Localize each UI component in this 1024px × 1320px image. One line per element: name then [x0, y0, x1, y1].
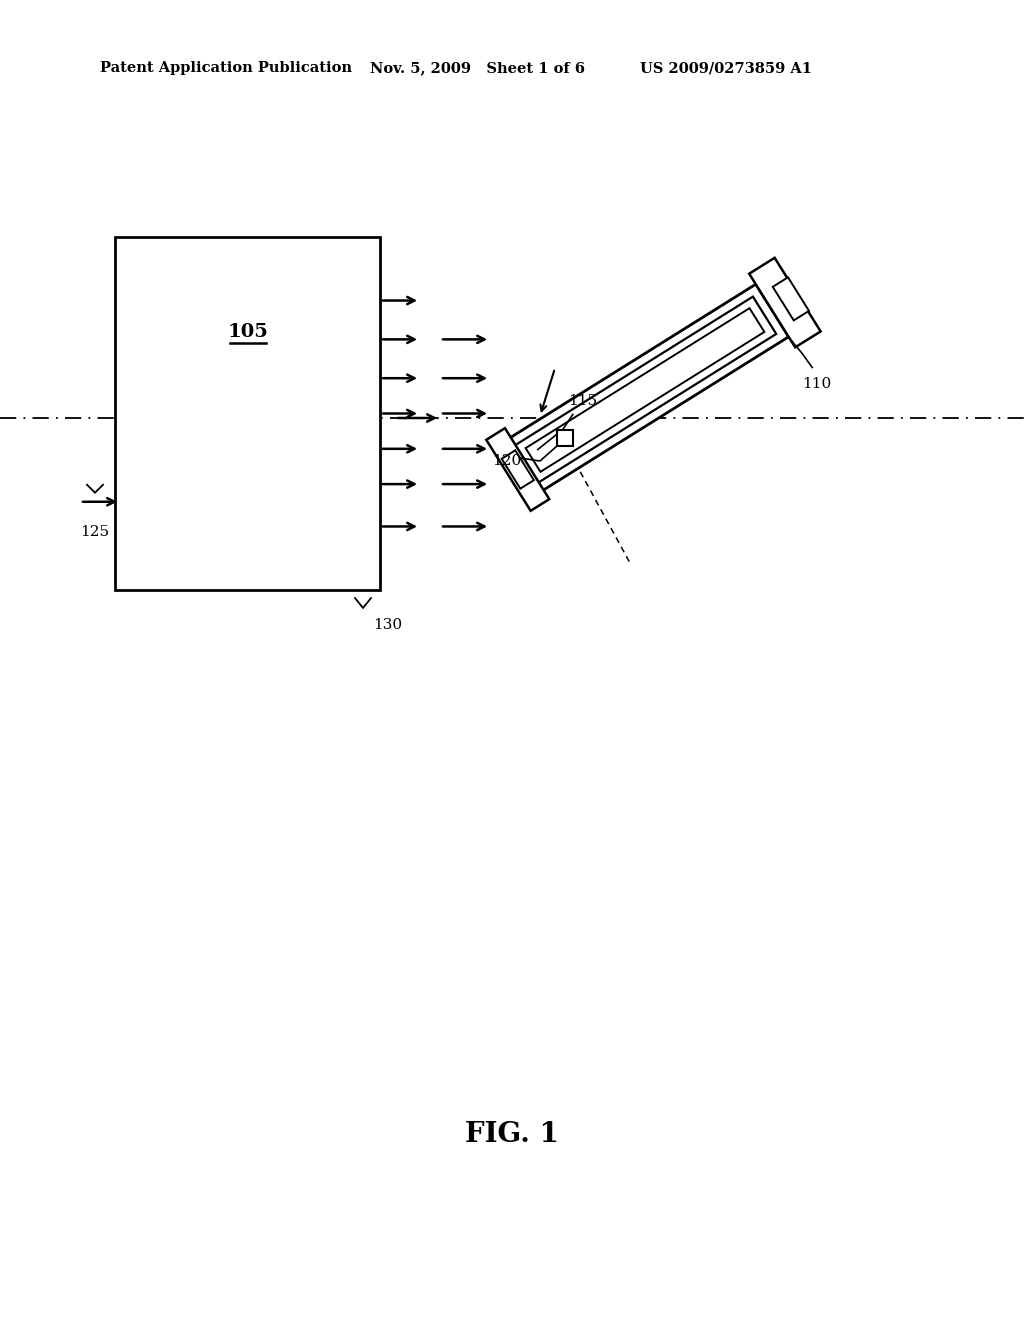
- Text: Nov. 5, 2009   Sheet 1 of 6: Nov. 5, 2009 Sheet 1 of 6: [370, 61, 585, 75]
- Bar: [115, 238, 380, 590]
- Text: FIG. 1: FIG. 1: [465, 1122, 559, 1148]
- Text: 130: 130: [373, 618, 402, 632]
- Polygon shape: [525, 308, 764, 471]
- Text: 110: 110: [802, 376, 831, 391]
- Text: US 2009/0273859 A1: US 2009/0273859 A1: [640, 61, 812, 75]
- Polygon shape: [514, 297, 776, 483]
- Polygon shape: [773, 277, 809, 321]
- Text: 125: 125: [80, 525, 110, 539]
- Polygon shape: [750, 257, 820, 347]
- Bar: [557, 430, 573, 446]
- Polygon shape: [502, 284, 788, 496]
- Polygon shape: [502, 450, 534, 488]
- Text: 115: 115: [567, 395, 597, 408]
- Text: Patent Application Publication: Patent Application Publication: [100, 61, 352, 75]
- Text: 105: 105: [227, 323, 268, 342]
- Text: 120: 120: [492, 454, 521, 469]
- Polygon shape: [486, 428, 549, 511]
